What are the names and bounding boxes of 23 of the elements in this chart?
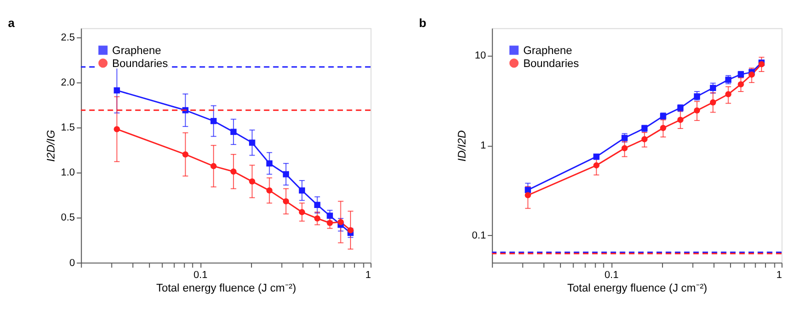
x-axis-title: Total energy fluence (J cm⁻²)	[156, 282, 296, 295]
y-tick-label: 1	[480, 140, 486, 152]
legend-label: Boundaries	[523, 58, 580, 70]
y-tick-label: 0.1	[472, 230, 486, 242]
legend-label: Graphene	[523, 44, 572, 57]
y-tick-label: 1.5	[60, 122, 76, 134]
legend-label: Graphene	[112, 44, 162, 57]
x-tick-label: 0.1	[194, 270, 208, 281]
y-axis-title: I2D/IG	[45, 130, 58, 162]
y-tick-label: 0	[69, 258, 76, 269]
y-tick-label: 10	[474, 50, 486, 62]
x-axis-title: Total energy fluence (J cm⁻²)	[567, 282, 708, 295]
y-tick-label: 2.5	[60, 32, 76, 44]
x-tick-label: 1	[365, 270, 372, 281]
y-axis-title: ID/I2D	[456, 130, 468, 162]
x-tick-label: 0.1	[604, 270, 619, 281]
y-tick-label: 1.0	[60, 168, 76, 179]
legend-label: Boundaries	[112, 58, 168, 70]
chart-title: b	[419, 16, 426, 30]
chart-title: a	[8, 16, 16, 30]
y-tick-label: 0.5	[60, 212, 76, 224]
y-tick-label: 2.0	[60, 77, 76, 88]
x-tick-label: 1	[776, 270, 782, 281]
